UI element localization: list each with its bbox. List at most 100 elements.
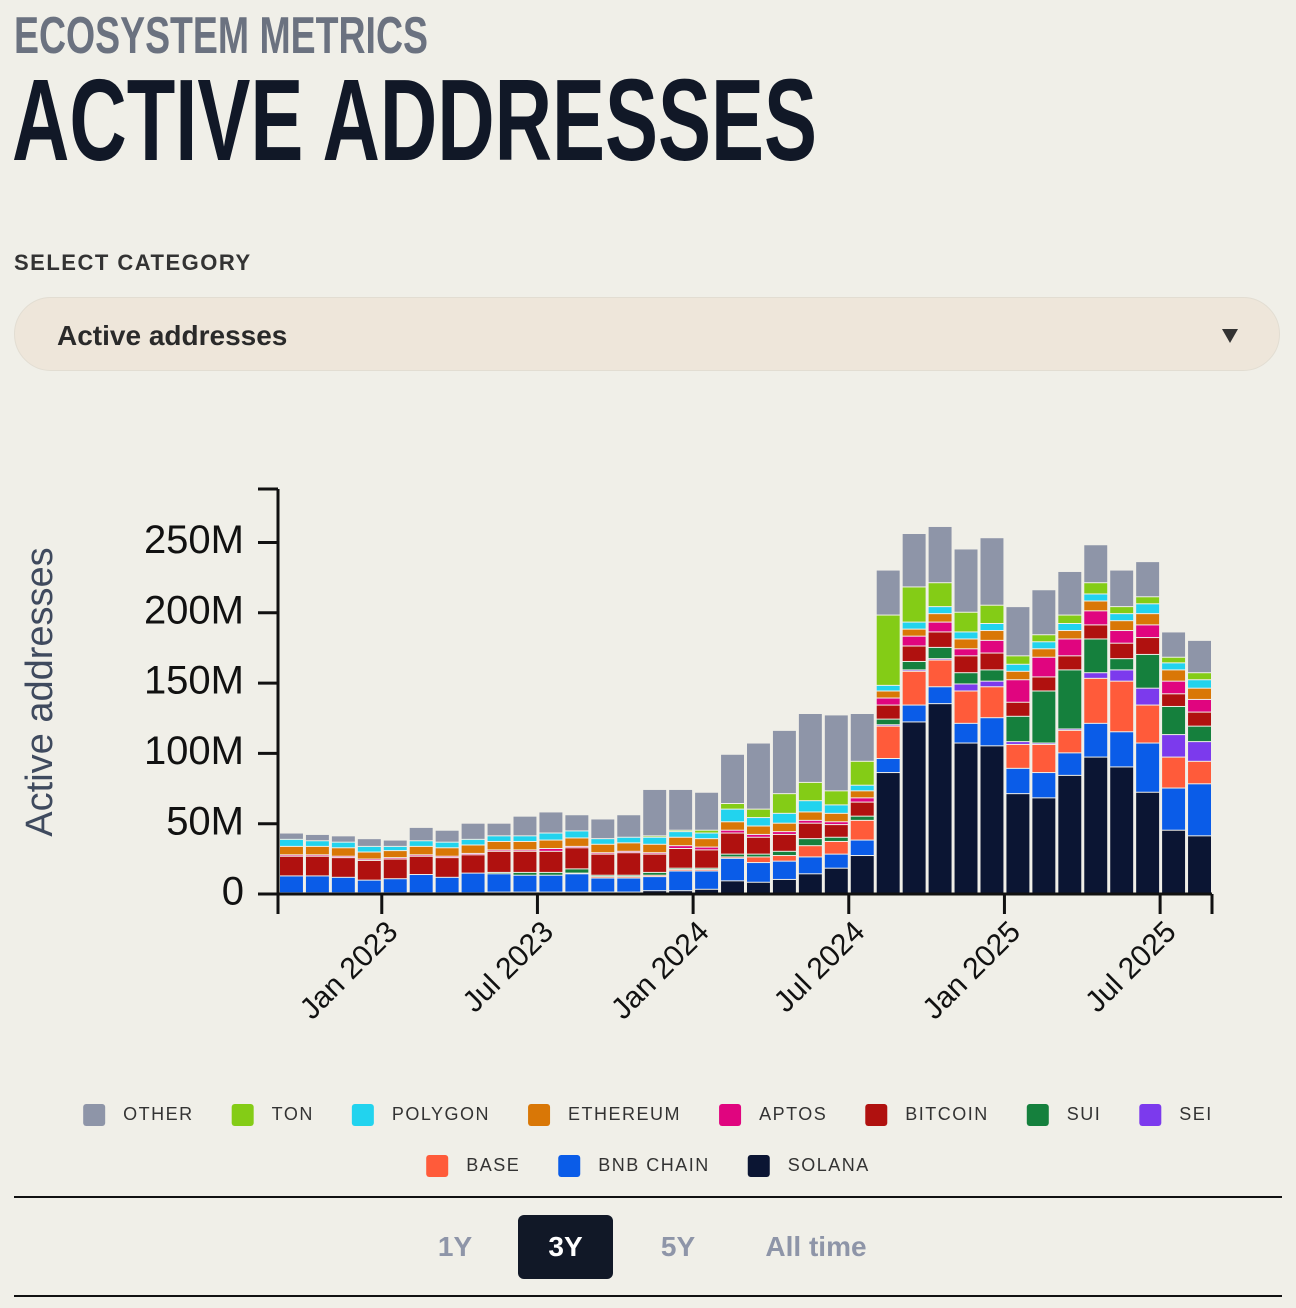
bar-segment [928, 526, 952, 583]
bar-segment [1032, 590, 1056, 635]
bar-segment [331, 842, 355, 848]
bar-segment [954, 673, 978, 684]
legend-item[interactable]: POLYGON [351, 1104, 490, 1126]
bar-segment [798, 801, 822, 812]
bar-segment [591, 878, 615, 892]
bar-segment [1136, 705, 1160, 743]
bar-segment [747, 818, 770, 826]
bar-segment [695, 889, 719, 893]
bar-segment [1136, 562, 1160, 597]
range-button[interactable]: 5Y [660, 1231, 696, 1262]
bar-segment [1058, 639, 1082, 656]
bar-segment [850, 856, 874, 893]
bar-segment [331, 848, 355, 856]
bar-segment [876, 698, 900, 705]
range-button[interactable]: 3Y [518, 1215, 613, 1279]
bar-segment [1162, 735, 1186, 757]
bar-segment [980, 631, 1004, 640]
bar-segment [1110, 670, 1134, 681]
bar-segment [1162, 670, 1186, 681]
bar-segment [695, 833, 719, 839]
x-tick-label: Jan 2024 [605, 915, 716, 1026]
bar-segment [409, 846, 433, 855]
bar-segment [747, 809, 770, 818]
bar-segment [695, 792, 719, 830]
legend-item[interactable]: APTOS [719, 1104, 827, 1126]
bar-segment [954, 656, 978, 673]
range-button[interactable]: All time [765, 1231, 867, 1262]
bar-segment [1162, 663, 1186, 670]
bar-segment [876, 685, 900, 691]
bar-segment [1006, 656, 1030, 664]
bar-segment [1058, 753, 1082, 775]
bar-segment [539, 875, 563, 892]
bar-segment [1136, 743, 1160, 792]
bar-segment [1188, 761, 1211, 784]
bar-segment [824, 805, 848, 813]
bar-segment [954, 723, 978, 743]
bar-segment [824, 791, 848, 805]
legend-item[interactable]: SEI [1139, 1104, 1213, 1126]
bar-segment [772, 813, 796, 823]
bar-segment [669, 846, 693, 848]
bar-segment [643, 854, 667, 872]
bar-segment [357, 839, 381, 846]
bar-segment [565, 848, 589, 869]
bar-segment [435, 858, 459, 877]
bar-segment [280, 839, 303, 846]
legend-item[interactable]: ETHEREUM [528, 1104, 681, 1126]
bar-segment [1006, 680, 1030, 702]
category-dropdown[interactable]: Active addresses [14, 297, 1280, 371]
bar-segment [565, 831, 589, 838]
bar-segment [876, 691, 900, 698]
bar-segment [1058, 571, 1082, 615]
bar-segment [669, 837, 693, 846]
bar-segment [721, 858, 744, 881]
bar-segment [1006, 742, 1030, 744]
bar-segment [954, 684, 978, 691]
bar-segment [747, 834, 770, 837]
divider [14, 1295, 1282, 1297]
legend-swatch [426, 1155, 449, 1177]
bar-segment [1110, 681, 1134, 732]
bar-segment [1162, 632, 1186, 657]
bar-segment [331, 836, 355, 842]
bar-segment [824, 868, 848, 893]
bar-segment [876, 759, 900, 773]
bar-segment [772, 832, 796, 834]
bar-segment [721, 809, 744, 822]
legend-item[interactable]: SUI [1026, 1104, 1102, 1126]
bar-segment [435, 848, 459, 856]
bar-segment [980, 718, 1004, 746]
legend-item[interactable]: SOLANA [747, 1155, 870, 1177]
legend-item[interactable]: BITCOIN [865, 1104, 989, 1126]
bar-segment [695, 850, 719, 868]
bar-segment [487, 841, 511, 850]
range-button[interactable]: 1Y [437, 1231, 473, 1262]
legend-item[interactable]: TON [231, 1104, 314, 1126]
bar-segment [1032, 657, 1056, 677]
bar-segment [383, 846, 407, 851]
bar-segment [721, 881, 744, 893]
bar-segment [850, 840, 874, 856]
legend-item[interactable]: OTHER [83, 1104, 194, 1126]
bar-segment [850, 785, 874, 791]
legend-item[interactable]: BASE [426, 1155, 520, 1177]
bar-segment [617, 878, 641, 892]
bar-segment [980, 624, 1004, 631]
bar-segment [1188, 640, 1211, 673]
bar-segment [513, 872, 537, 875]
bar-segment [747, 854, 770, 857]
bar-segment [747, 743, 770, 809]
legend-swatch [865, 1104, 888, 1126]
bar-segment [980, 538, 1004, 605]
bar-segment [954, 549, 978, 612]
bar-segment [617, 837, 641, 843]
bar-segment [383, 859, 407, 879]
bar-segment [1032, 691, 1056, 743]
legend-label: ETHEREUM [568, 1104, 681, 1124]
legend-item[interactable]: BNB CHAIN [558, 1155, 710, 1177]
bar-segment [1188, 680, 1211, 688]
bar-segment [1032, 642, 1056, 649]
bar-segment [1136, 654, 1160, 688]
